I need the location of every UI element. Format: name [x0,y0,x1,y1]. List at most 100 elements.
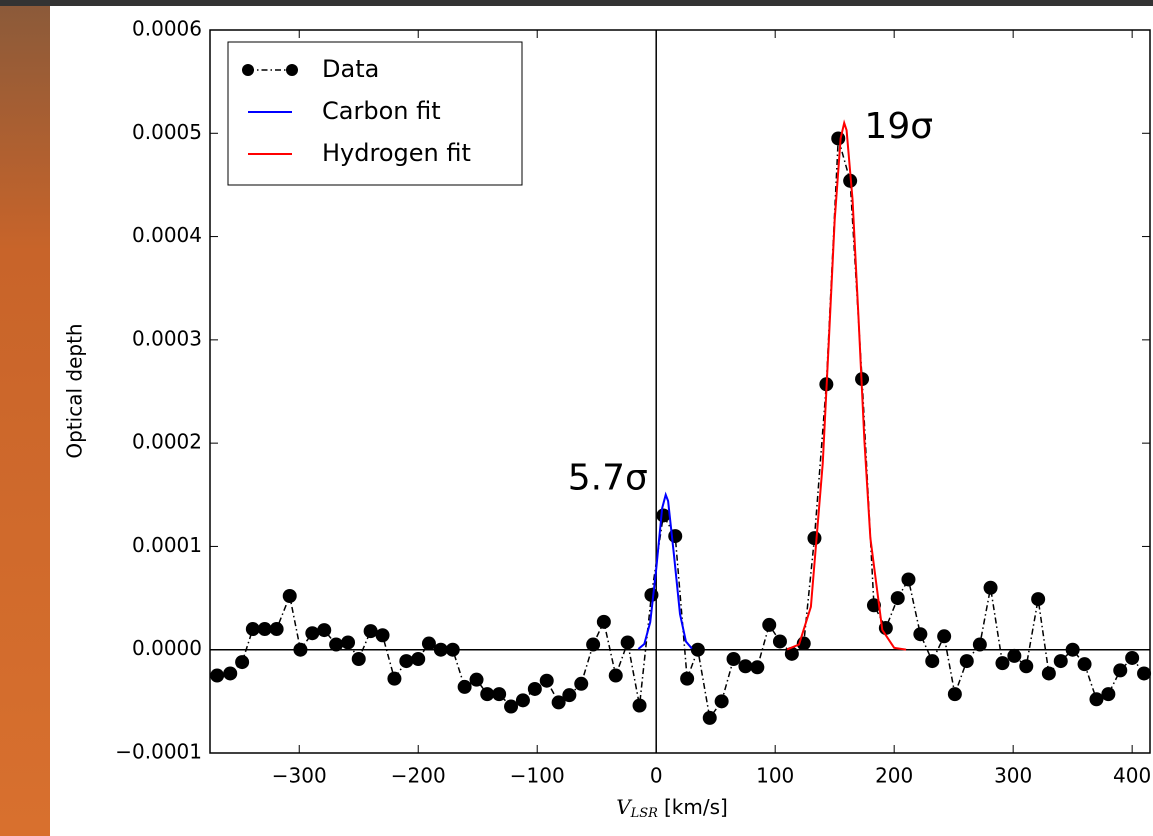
legend-label: Hydrogen fit [322,139,471,167]
data-point [959,654,974,669]
data-point [1053,654,1068,669]
data-point [772,634,787,649]
y-tick-label: 0.0005 [132,120,202,144]
data-point [492,687,507,702]
data-point [807,531,822,546]
annotation: 19σ [864,106,933,147]
data-point [668,529,683,544]
data-point [515,693,530,708]
data-point [469,672,484,687]
data-point [445,642,460,657]
legend: Data Carbon fit Hydrogen fit [227,41,523,186]
data-point [866,598,881,613]
data-point [305,626,320,641]
chart-panel [50,6,1153,836]
x-axis-label: VLSR [km/s] [616,795,728,821]
data-point [714,694,729,709]
data-point [680,671,695,686]
y-tick-label: 0.0000 [132,636,202,660]
x-axis-label-unit: [km/s] [664,795,728,819]
data-point [702,710,717,725]
background-photo [0,0,50,836]
y-tick-label: 0.0001 [132,533,202,557]
data-point [551,695,566,710]
data-point [901,572,916,587]
x-tick-label: −100 [510,764,565,788]
series-line [217,138,1145,720]
x-axis-label-sub: LSR [630,806,659,821]
data-point [831,131,846,146]
data-point [1019,659,1034,674]
data-point [363,624,378,639]
legend-label: Data [322,55,379,83]
data-point [1041,666,1056,681]
data-point [539,673,554,688]
data-point [269,622,284,637]
data-point [620,635,635,650]
x-axis-label-main: V [616,795,633,819]
data-point [504,699,519,714]
data-point [433,642,448,657]
data-point [329,637,344,652]
data-point [726,652,741,667]
data-point [1125,650,1140,665]
data-point [1101,687,1116,702]
data-point [210,668,225,683]
y-tick-label: 0.0004 [132,223,202,247]
data-point [632,698,647,713]
data-point [608,668,623,683]
data-point [738,659,753,674]
data-point [223,666,238,681]
data-point [1007,648,1022,663]
x-tick-label: −200 [391,764,446,788]
data-point [762,617,777,632]
legend-label: Carbon fit [322,97,441,125]
x-tick-label: −300 [272,764,327,788]
data-point [421,636,436,651]
legend-marker [286,64,298,76]
data-point [527,681,542,696]
y-tick-label: 0.0006 [132,17,202,41]
data-point [574,676,589,691]
x-tick-label: 100 [756,764,794,788]
data-point [282,589,297,604]
legend-marker [242,64,254,76]
y-tick-label: 0.0002 [132,430,202,454]
data-point [656,508,671,523]
data-point [972,637,987,652]
data-point [480,687,495,702]
data-point [245,622,260,637]
data-point [1137,666,1152,681]
data-point [750,660,765,675]
data-point [644,587,659,602]
y-tick-label: −0.0001 [115,740,202,764]
data-point [399,654,414,669]
data-point [1031,592,1046,607]
data-point [341,635,356,650]
data-point [457,679,472,694]
x-tick-label: 300 [994,764,1032,788]
data-point [387,671,402,686]
data-point [596,614,611,629]
data-point [351,652,366,667]
data-point [947,687,962,702]
data-point [995,656,1010,671]
data-point [586,637,601,652]
plot-frame [209,29,1151,754]
data-point [890,591,905,606]
data-point [257,622,272,637]
data-point [937,629,952,644]
data-point [1077,657,1092,672]
x-tick-label: 400 [1113,764,1151,788]
y-axis-label: Optical depth [63,323,87,458]
data-point [784,646,799,661]
data-point [235,655,250,670]
data-point [562,688,577,703]
series-line [786,119,907,651]
annotation: 5.7σ [568,457,648,498]
data-point [293,642,308,657]
data-point [690,642,705,657]
data-point [411,652,426,667]
data-point [983,580,998,595]
